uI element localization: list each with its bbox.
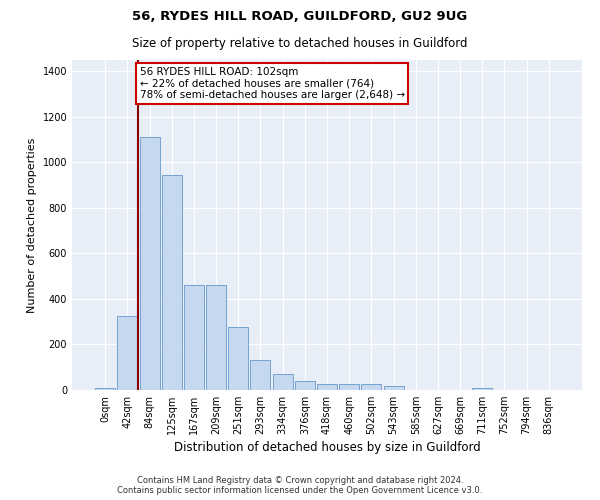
Text: 56, RYDES HILL ROAD, GUILDFORD, GU2 9UG: 56, RYDES HILL ROAD, GUILDFORD, GU2 9UG xyxy=(133,10,467,23)
Bar xyxy=(118,316,137,390)
Bar xyxy=(162,175,182,390)
Y-axis label: Number of detached properties: Number of detached properties xyxy=(27,138,37,312)
Text: Contains HM Land Registry data © Crown copyright and database right 2024.
Contai: Contains HM Land Registry data © Crown c… xyxy=(118,476,482,495)
Bar xyxy=(206,286,226,390)
Bar xyxy=(361,384,382,390)
Bar xyxy=(95,388,115,390)
Bar xyxy=(339,384,359,390)
Text: 56 RYDES HILL ROAD: 102sqm
← 22% of detached houses are smaller (764)
78% of sem: 56 RYDES HILL ROAD: 102sqm ← 22% of deta… xyxy=(140,67,404,100)
Bar xyxy=(184,286,204,390)
Bar xyxy=(383,386,404,390)
X-axis label: Distribution of detached houses by size in Guildford: Distribution of detached houses by size … xyxy=(173,442,481,454)
Bar xyxy=(140,138,160,390)
Text: Size of property relative to detached houses in Guildford: Size of property relative to detached ho… xyxy=(132,38,468,51)
Bar xyxy=(272,374,293,390)
Bar xyxy=(295,381,315,390)
Bar xyxy=(228,328,248,390)
Bar xyxy=(472,388,492,390)
Bar xyxy=(317,384,337,390)
Bar xyxy=(250,360,271,390)
